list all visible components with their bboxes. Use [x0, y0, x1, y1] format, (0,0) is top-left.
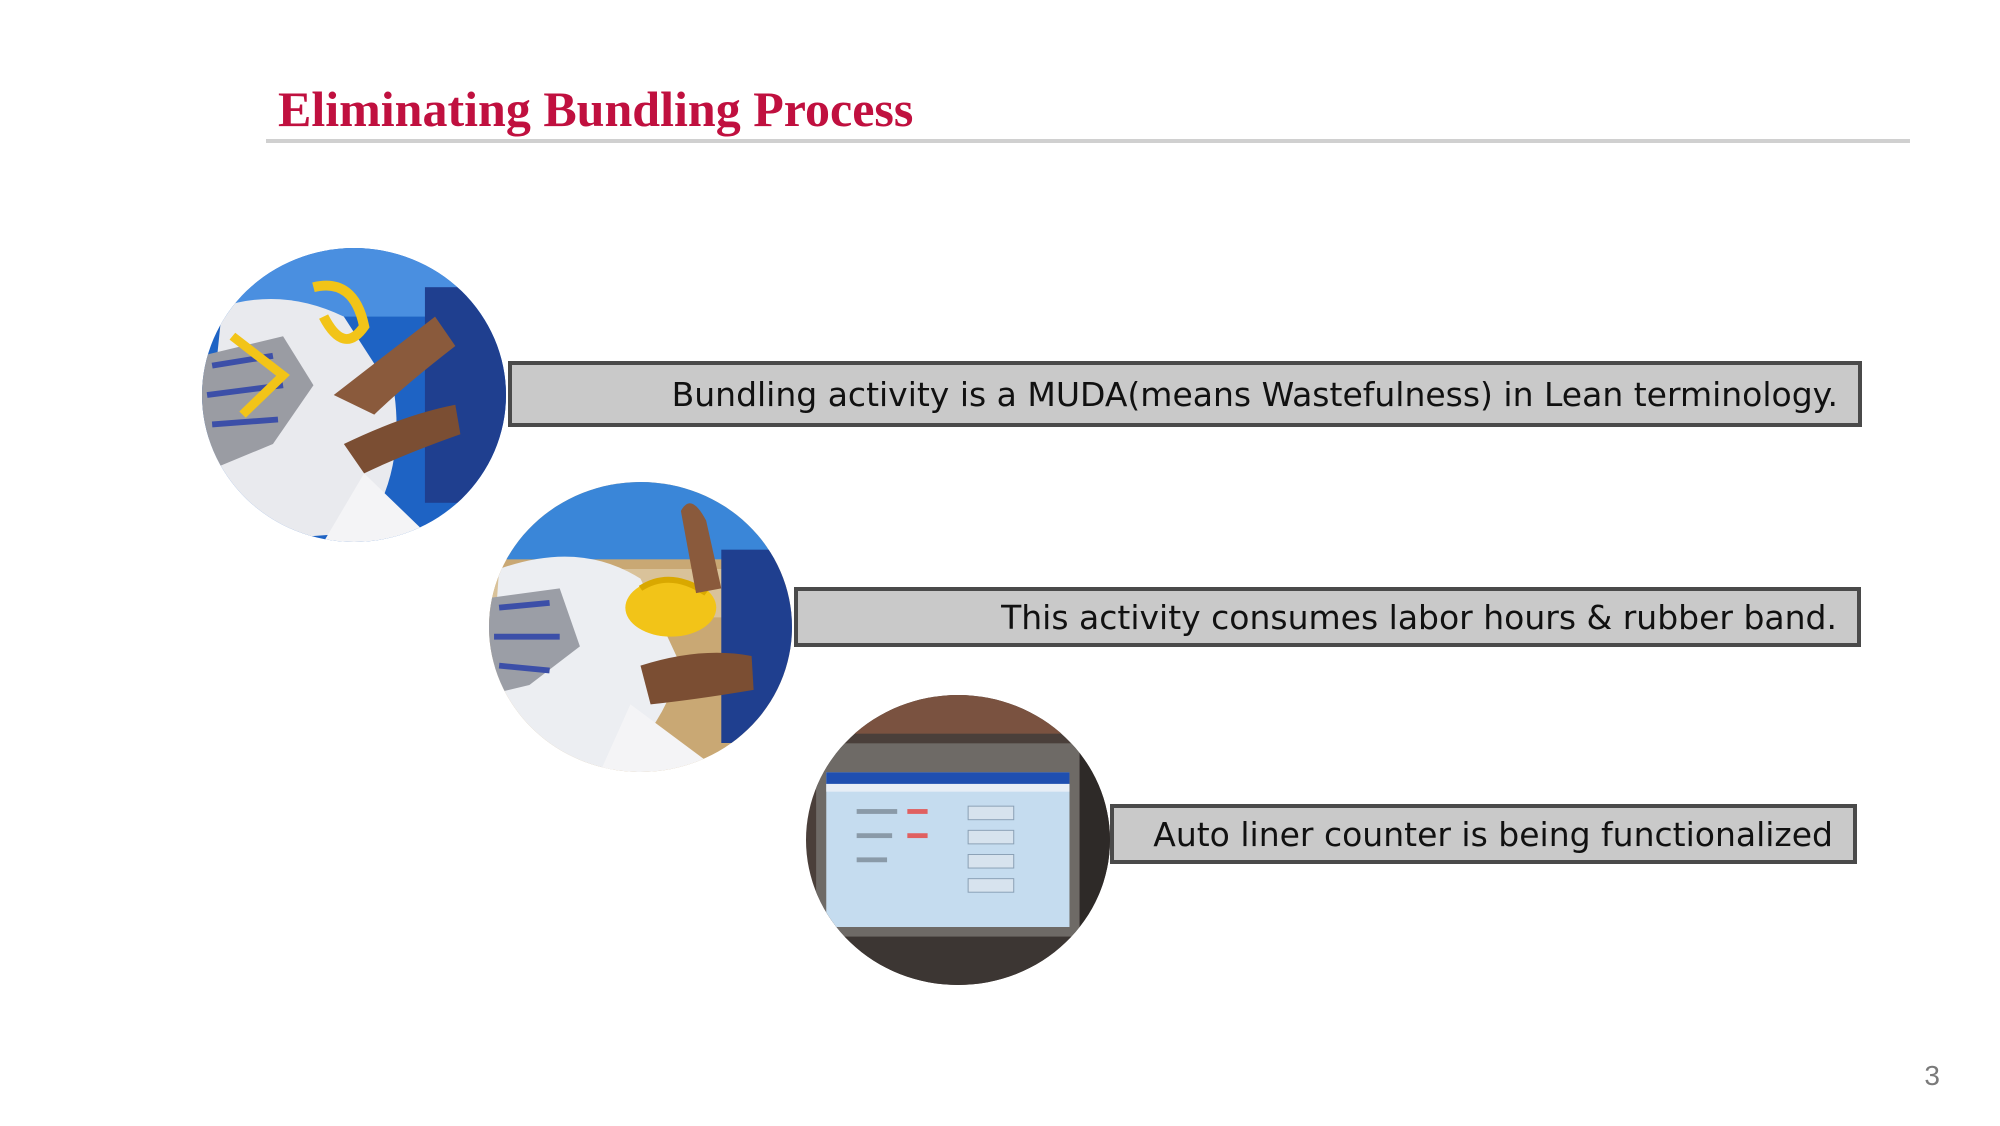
rubber-band-gloves-photo [489, 482, 792, 772]
slide-title: Eliminating Bundling Process [278, 81, 914, 137]
callout-labor-text: This activity consumes labor hours & rub… [1001, 597, 1837, 637]
callout-auto-counter-text: Auto liner counter is being functionaliz… [1153, 814, 1833, 854]
callout-auto-counter: Auto liner counter is being functionaliz… [1110, 804, 1857, 864]
callout-muda-text: Bundling activity is a MUDA(means Wastef… [671, 374, 1838, 414]
bundling-gloves-photo [202, 248, 506, 542]
page-number: 3 [1924, 1060, 1940, 1091]
callout-labor: This activity consumes labor hours & rub… [794, 587, 1861, 647]
title-underline [266, 139, 1910, 143]
callout-muda: Bundling activity is a MUDA(means Wastef… [508, 361, 1862, 427]
auto-counter-display-photo [806, 695, 1110, 985]
